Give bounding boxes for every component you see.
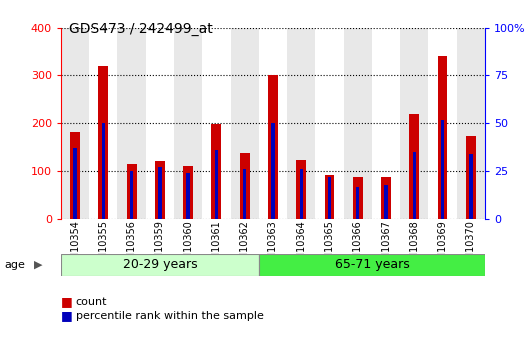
Bar: [412, 152, 416, 219]
Bar: [343, 28, 372, 219]
Bar: [400, 28, 428, 219]
Bar: [441, 119, 444, 219]
Bar: [457, 28, 485, 219]
Text: ■: ■: [61, 295, 73, 308]
Bar: [118, 28, 146, 219]
Bar: [146, 28, 174, 219]
Bar: [73, 148, 77, 219]
Bar: [466, 136, 476, 219]
Bar: [130, 171, 134, 219]
Bar: [231, 28, 259, 219]
Bar: [268, 76, 278, 219]
Text: age: age: [4, 260, 25, 270]
Bar: [315, 28, 343, 219]
Bar: [202, 28, 231, 219]
Text: 20-29 years: 20-29 years: [122, 258, 197, 271]
Bar: [287, 28, 315, 219]
Bar: [259, 28, 287, 219]
Bar: [353, 177, 363, 219]
Bar: [158, 167, 162, 219]
Bar: [183, 166, 193, 219]
Text: ■: ■: [61, 309, 73, 322]
Bar: [99, 66, 108, 219]
Bar: [127, 164, 137, 219]
Bar: [469, 154, 473, 219]
Bar: [211, 124, 222, 219]
Bar: [61, 28, 89, 219]
Bar: [384, 185, 388, 219]
Bar: [240, 154, 250, 219]
Bar: [61, 254, 259, 276]
Bar: [215, 150, 218, 219]
Bar: [259, 254, 485, 276]
Bar: [187, 173, 190, 219]
Bar: [102, 123, 105, 219]
Text: ▶: ▶: [34, 260, 43, 270]
Bar: [155, 161, 165, 219]
Bar: [271, 123, 275, 219]
Bar: [70, 132, 80, 219]
Bar: [372, 28, 400, 219]
Bar: [296, 160, 306, 219]
Bar: [328, 177, 331, 219]
Bar: [356, 187, 359, 219]
Bar: [428, 28, 457, 219]
Bar: [381, 177, 391, 219]
Bar: [243, 169, 246, 219]
Bar: [409, 114, 419, 219]
Text: count: count: [76, 297, 107, 307]
Text: GDS473 / 242499_at: GDS473 / 242499_at: [69, 22, 213, 37]
Bar: [89, 28, 118, 219]
Bar: [299, 169, 303, 219]
Bar: [174, 28, 202, 219]
Bar: [324, 175, 334, 219]
Text: 65-71 years: 65-71 years: [334, 258, 409, 271]
Bar: [438, 56, 447, 219]
Text: percentile rank within the sample: percentile rank within the sample: [76, 311, 263, 321]
